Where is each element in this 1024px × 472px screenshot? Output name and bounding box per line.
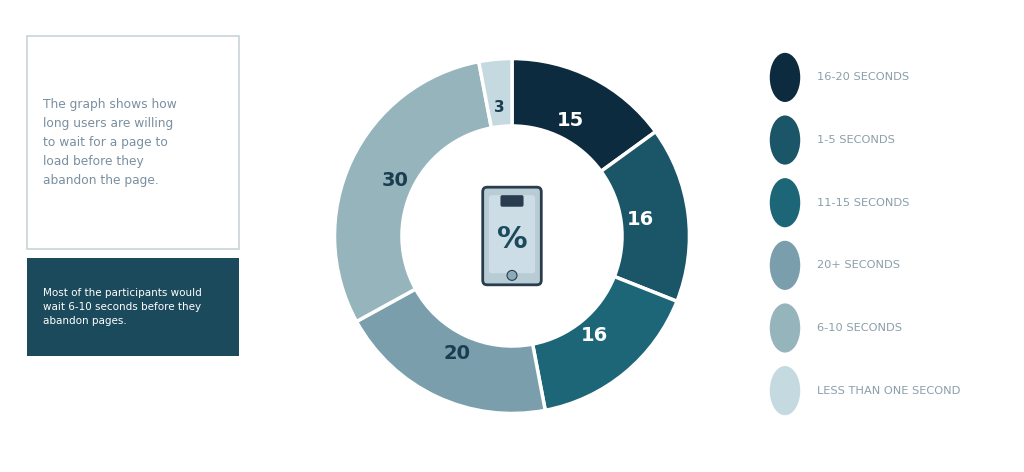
Text: 20+ SECONDS: 20+ SECONDS bbox=[817, 261, 900, 270]
Text: 11-15 SECONDS: 11-15 SECONDS bbox=[817, 198, 909, 208]
Circle shape bbox=[770, 303, 800, 353]
Text: 16: 16 bbox=[581, 326, 608, 346]
Circle shape bbox=[770, 366, 800, 415]
Circle shape bbox=[770, 53, 800, 102]
FancyBboxPatch shape bbox=[488, 195, 536, 273]
Text: 16: 16 bbox=[627, 210, 654, 229]
Text: 20: 20 bbox=[443, 344, 470, 362]
Circle shape bbox=[770, 116, 800, 165]
Circle shape bbox=[770, 241, 800, 290]
Text: 30: 30 bbox=[381, 171, 409, 190]
Text: The graph shows how
long users are willing
to wait for a page to
load before the: The graph shows how long users are willi… bbox=[43, 98, 177, 187]
Wedge shape bbox=[601, 132, 689, 301]
Wedge shape bbox=[512, 59, 655, 171]
Wedge shape bbox=[356, 289, 545, 413]
FancyBboxPatch shape bbox=[28, 36, 239, 249]
Circle shape bbox=[507, 270, 517, 280]
Text: 15: 15 bbox=[557, 111, 585, 130]
Wedge shape bbox=[335, 62, 492, 321]
FancyBboxPatch shape bbox=[28, 258, 239, 356]
Text: 1-5 SECONDS: 1-5 SECONDS bbox=[817, 135, 895, 145]
Wedge shape bbox=[532, 277, 677, 410]
Text: %: % bbox=[497, 225, 527, 254]
Text: Most of the participants would
wait 6-10 seconds before they
abandon pages.: Most of the participants would wait 6-10… bbox=[43, 288, 202, 326]
FancyBboxPatch shape bbox=[501, 195, 523, 207]
Text: 6-10 SECONDS: 6-10 SECONDS bbox=[817, 323, 902, 333]
Text: 3: 3 bbox=[495, 100, 505, 115]
Circle shape bbox=[770, 178, 800, 228]
Text: 16-20 SECONDS: 16-20 SECONDS bbox=[817, 72, 909, 83]
Wedge shape bbox=[479, 59, 512, 128]
Text: LESS THAN ONE SECOND: LESS THAN ONE SECOND bbox=[817, 386, 961, 396]
FancyBboxPatch shape bbox=[482, 187, 542, 285]
